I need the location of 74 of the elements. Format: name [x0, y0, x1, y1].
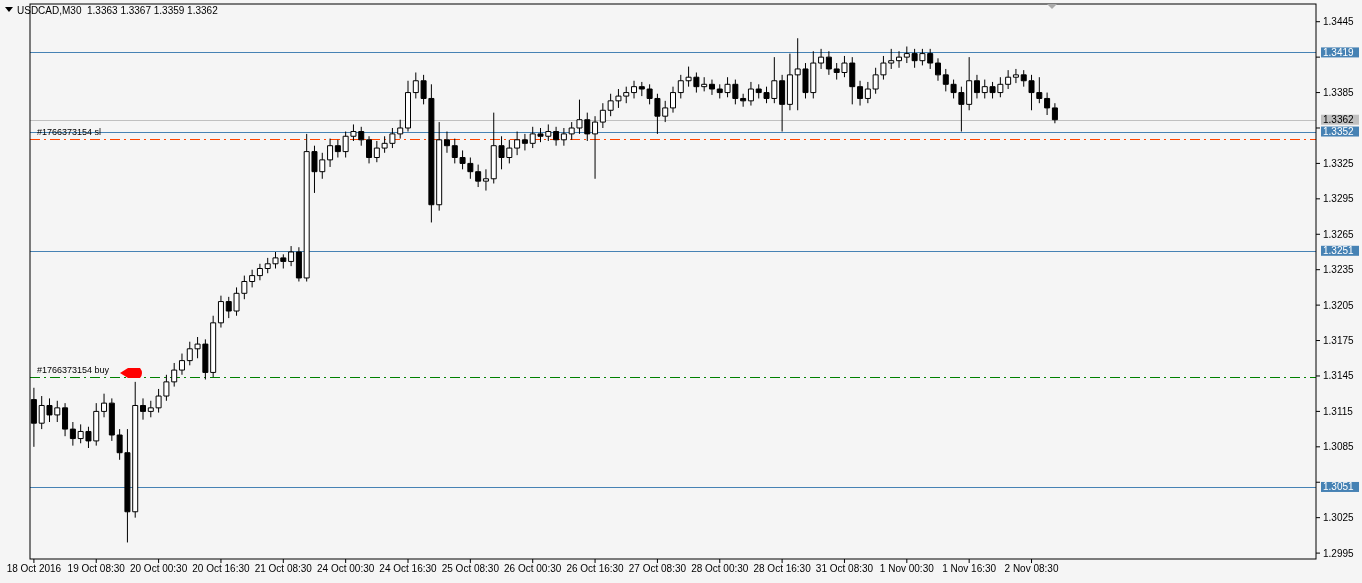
candlestick	[1044, 92, 1051, 116]
x-tick-label: 24 Oct 16:30	[379, 563, 438, 574]
candlestick	[521, 133, 528, 151]
x-tick-label: 24 Oct 00:30	[317, 563, 375, 574]
candlestick	[101, 393, 108, 418]
x-tick-label: 19 Oct 08:30	[67, 563, 126, 574]
candlestick	[69, 421, 76, 447]
x-tick-label: 18 Oct 2016	[6, 563, 62, 574]
candlestick	[631, 80, 638, 99]
candlestick	[443, 131, 450, 154]
ref-line-label: 1.3352	[1323, 126, 1355, 138]
candlestick	[560, 127, 567, 147]
candlestick	[482, 168, 489, 192]
chart-title: USDCAD,M30 1.3363 1.3367 1.3359 1.3362	[17, 5, 219, 16]
candlestick	[256, 263, 263, 281]
candlestick	[670, 86, 676, 114]
candlestick	[62, 402, 69, 437]
candlestick	[366, 135, 373, 164]
candlestick	[592, 115, 599, 180]
y-tick-label: 1.3325	[1323, 157, 1355, 169]
candlestick	[140, 397, 147, 421]
candlestick	[295, 246, 302, 282]
x-tick-label: 21 Oct 08:30	[254, 563, 313, 574]
candlestick	[178, 353, 185, 376]
candlestick	[818, 48, 825, 70]
candlestick	[1005, 69, 1012, 90]
y-tick-label: 1.3445	[1323, 16, 1355, 28]
ref-line-label: 1.3251	[1323, 245, 1355, 257]
y-tick-label: 1.3145	[1323, 370, 1355, 382]
ref-line-label: #1766373154 buy	[37, 365, 110, 376]
candlestick	[779, 74, 786, 133]
candlestick	[514, 131, 521, 156]
candlestick	[934, 57, 941, 82]
candlestick	[327, 138, 334, 168]
x-tick-label: 27 Oct 08:30	[628, 563, 687, 574]
y-tick-label: 1.3235	[1323, 264, 1355, 276]
x-tick-label: 1 Nov 00:30	[879, 563, 935, 574]
x-tick-label: 26 Oct 00:30	[504, 563, 562, 574]
x-tick-label: 20 Oct 16:30	[192, 563, 251, 574]
y-tick-label: 1.3385	[1323, 87, 1355, 99]
candlestick	[334, 139, 341, 159]
x-tick-label: 20 Oct 00:30	[129, 563, 188, 574]
ref-line-label: 1.3362	[1323, 114, 1355, 126]
ref-line-label: 1.3419	[1323, 46, 1355, 58]
x-tick-label: 2 Nov 08:30	[1004, 563, 1059, 574]
candlestick	[1012, 68, 1019, 84]
y-tick-label: 1.2995	[1323, 547, 1355, 559]
candlestick	[973, 74, 980, 99]
candlestick	[1051, 102, 1058, 124]
candlestick	[896, 50, 903, 69]
x-tick-label: 1 Nov 16:30	[942, 563, 997, 574]
y-tick-label: 1.3115	[1323, 405, 1354, 417]
y-tick-label: 1.3265	[1323, 228, 1355, 240]
candlestick	[405, 80, 412, 133]
candlestick	[708, 79, 715, 96]
candlestick	[249, 269, 256, 288]
candlestick	[747, 81, 754, 107]
candlestick	[825, 50, 832, 76]
y-tick-label: 1.3295	[1323, 193, 1355, 205]
y-tick-label: 1.3205	[1323, 299, 1355, 311]
y-tick-label: 1.3175	[1323, 335, 1355, 347]
x-tick-label: 31 Oct 08:30	[815, 563, 874, 574]
x-tick-label: 28 Oct 16:30	[753, 563, 812, 574]
x-tick-label: 26 Oct 16:30	[566, 563, 625, 574]
candlestick	[288, 245, 295, 267]
candlestick	[786, 53, 793, 111]
candlestick	[217, 295, 224, 329]
ref-line-label: 1.3051	[1323, 481, 1355, 493]
y-tick-label: 1.3025	[1323, 512, 1355, 524]
y-tick-label: 1.3085	[1323, 441, 1355, 453]
x-tick-label: 25 Oct 08:30	[441, 563, 500, 574]
candlestick	[857, 80, 864, 107]
candlestick	[553, 126, 560, 147]
x-tick-label: 28 Oct 00:30	[691, 563, 749, 574]
